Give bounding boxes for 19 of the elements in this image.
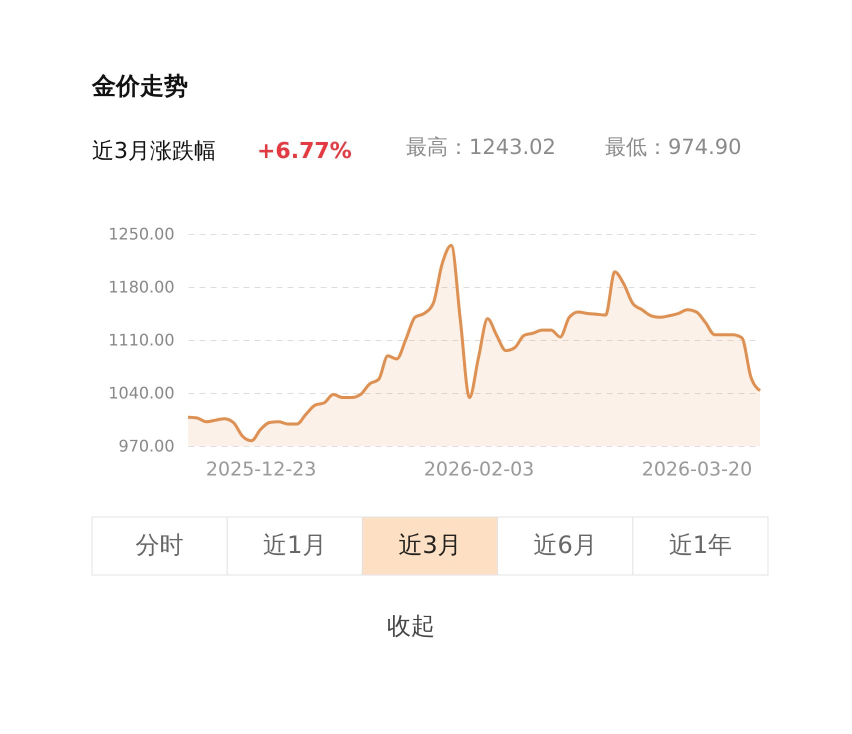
y-tick-label: 1040.00 — [108, 384, 174, 402]
text: +6.77% — [257, 139, 352, 164]
text: 分时 — [136, 531, 184, 559]
y-tick-label: 1180.00 — [108, 278, 174, 296]
y-tick-label: 1110.00 — [108, 330, 174, 350]
text: 近1月 — [263, 531, 326, 559]
text: 近1年 — [668, 531, 732, 559]
chart-title: 金价走势 — [91, 72, 188, 100]
y-tick-label: 1250.00 — [108, 224, 174, 244]
x-tick-label: 2025-12-23 — [206, 458, 316, 480]
x-tick-label: 2026-02-03 — [424, 458, 534, 480]
x-tick-label: 2026-03-20 — [642, 458, 752, 480]
text: 近3月 — [398, 531, 462, 559]
y-tick-label: 970.00 — [118, 436, 174, 456]
text: 近3月涨跌幅 — [92, 139, 216, 164]
text: 最低：974.90 — [605, 135, 742, 159]
text: 最高：1243.02 — [406, 135, 556, 159]
text: 近6月 — [534, 531, 597, 559]
text: 收起 — [387, 612, 435, 640]
